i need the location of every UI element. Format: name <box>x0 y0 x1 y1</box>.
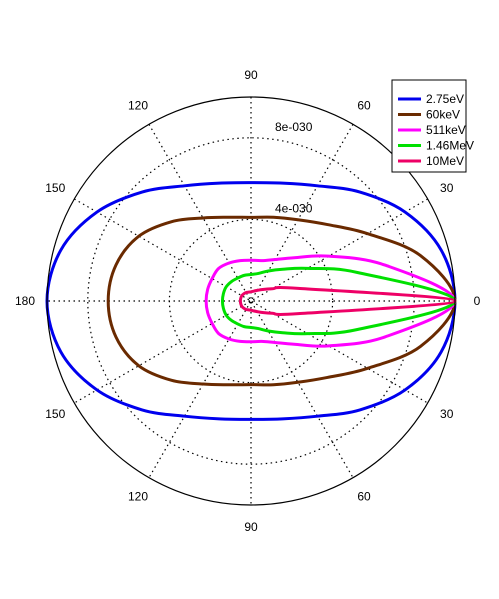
radial-tick-label: 8e-030 <box>275 120 313 134</box>
radial-tick-label: 4e-030 <box>275 201 313 215</box>
angle-tick-label: 120 <box>128 98 148 112</box>
legend-label: 60keV <box>426 108 460 122</box>
angular-grid-spoke <box>74 198 428 404</box>
angular-grid-spoke <box>148 124 354 478</box>
angle-tick-label: 0 <box>474 294 481 308</box>
angle-tick-label: 90 <box>244 68 258 82</box>
angle-tick-label: 30 <box>440 407 454 421</box>
legend-box <box>391 79 467 173</box>
angle-tick-label: 30 <box>440 181 454 195</box>
polar-frame <box>46 96 456 506</box>
angle-tick-label: 150 <box>45 181 65 195</box>
legend-label: 511keV <box>426 123 466 137</box>
legend-label: 2.75eV <box>426 92 464 106</box>
angle-tick-label: 60 <box>357 490 371 504</box>
series-line-511kev <box>204 254 457 348</box>
angle-tick-label: 180 <box>15 294 35 308</box>
series-line-10mev <box>238 286 457 316</box>
legend-label: 1.46MeV <box>426 139 474 153</box>
angular-grid-spoke <box>148 124 354 478</box>
angle-tick-label: 150 <box>45 407 65 421</box>
series-line-146mev <box>220 266 457 336</box>
legend-label: 10MeV <box>426 154 464 168</box>
series-line-60kev <box>106 215 457 387</box>
angle-tick-label: 60 <box>357 98 371 112</box>
angle-tick-label: 90 <box>244 520 258 534</box>
polar-axes: 0 30 60 90 120 150 180 150 120 90 60 30 4e-030 8e-030 <box>15 68 481 534</box>
angle-tick-label: 120 <box>128 490 148 504</box>
